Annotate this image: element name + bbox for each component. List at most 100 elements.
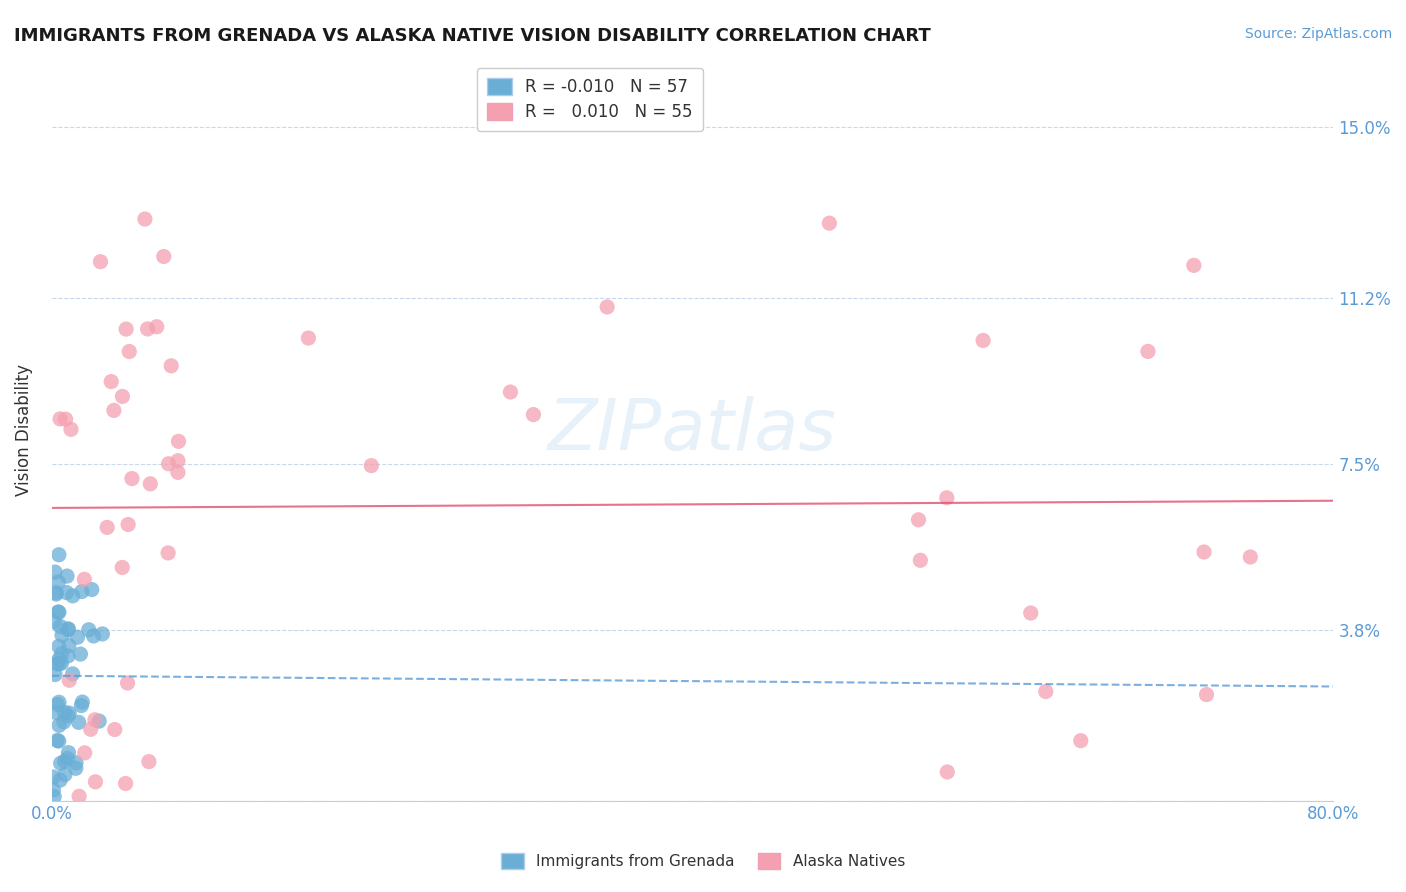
Point xyxy=(117,676,139,690)
Point xyxy=(1339,656,1361,670)
Point xyxy=(80,582,103,597)
Point xyxy=(96,520,118,534)
Point xyxy=(46,605,69,619)
Legend: Immigrants from Grenada, Alaska Natives: Immigrants from Grenada, Alaska Natives xyxy=(495,847,911,875)
Point xyxy=(58,639,80,653)
Point xyxy=(73,746,96,760)
Point xyxy=(936,764,959,779)
Point xyxy=(134,212,156,227)
Point xyxy=(56,708,79,723)
Point xyxy=(1195,688,1218,702)
Point xyxy=(56,648,79,663)
Point xyxy=(42,782,65,797)
Point xyxy=(52,714,75,729)
Point xyxy=(157,457,180,471)
Point xyxy=(89,254,111,268)
Point xyxy=(972,334,994,348)
Point xyxy=(62,666,84,681)
Point xyxy=(45,587,67,601)
Point xyxy=(56,569,79,583)
Point xyxy=(58,746,80,760)
Point xyxy=(44,667,66,681)
Point xyxy=(53,767,76,781)
Point xyxy=(167,454,190,468)
Point xyxy=(297,331,319,345)
Point xyxy=(1136,344,1159,359)
Point xyxy=(53,706,76,720)
Point xyxy=(72,695,94,709)
Point xyxy=(115,322,138,336)
Point xyxy=(138,755,160,769)
Point xyxy=(111,389,134,403)
Point xyxy=(117,517,139,532)
Point xyxy=(65,756,87,770)
Point xyxy=(51,628,73,642)
Point xyxy=(167,434,190,449)
Point xyxy=(65,761,87,775)
Point xyxy=(596,300,619,314)
Point xyxy=(48,695,70,709)
Point xyxy=(1070,733,1092,747)
Point xyxy=(145,319,167,334)
Point xyxy=(44,615,66,629)
Point xyxy=(77,623,100,637)
Text: ZIPatlas: ZIPatlas xyxy=(548,396,837,465)
Point xyxy=(44,565,66,579)
Point xyxy=(499,384,522,399)
Point xyxy=(49,773,72,788)
Point xyxy=(118,344,141,359)
Point xyxy=(48,734,70,748)
Point xyxy=(69,647,91,661)
Point xyxy=(84,774,107,789)
Point xyxy=(42,770,65,784)
Point xyxy=(1239,549,1261,564)
Point xyxy=(157,546,180,560)
Y-axis label: Vision Disability: Vision Disability xyxy=(15,364,32,496)
Point xyxy=(45,585,67,599)
Point xyxy=(56,623,79,637)
Point xyxy=(67,715,90,730)
Point xyxy=(48,652,70,666)
Point xyxy=(56,751,79,765)
Point xyxy=(46,574,69,589)
Point xyxy=(49,756,72,771)
Point xyxy=(45,657,67,671)
Point xyxy=(59,422,82,436)
Point xyxy=(51,656,73,670)
Point xyxy=(522,408,544,422)
Point xyxy=(152,250,174,264)
Point xyxy=(48,657,70,671)
Point xyxy=(907,513,929,527)
Point xyxy=(73,573,96,587)
Point xyxy=(83,713,105,727)
Point xyxy=(1182,258,1205,272)
Point xyxy=(167,466,190,480)
Point xyxy=(49,412,72,426)
Point xyxy=(46,698,69,712)
Point xyxy=(1035,684,1057,698)
Point xyxy=(58,673,80,688)
Point xyxy=(48,605,70,619)
Point xyxy=(1192,545,1215,559)
Point xyxy=(104,723,127,737)
Legend: R = -0.010   N = 57, R =   0.010   N = 55: R = -0.010 N = 57, R = 0.010 N = 55 xyxy=(477,68,703,131)
Text: Source: ZipAtlas.com: Source: ZipAtlas.com xyxy=(1244,27,1392,41)
Point xyxy=(83,629,105,643)
Point xyxy=(70,698,93,713)
Point xyxy=(139,476,162,491)
Point xyxy=(136,322,159,336)
Point xyxy=(45,706,67,720)
Point xyxy=(48,548,70,562)
Point xyxy=(55,412,77,426)
Point xyxy=(103,403,125,417)
Point xyxy=(121,472,143,486)
Point xyxy=(44,789,66,804)
Point xyxy=(114,776,136,790)
Point xyxy=(80,723,103,737)
Point xyxy=(51,647,73,661)
Point xyxy=(48,718,70,732)
Point xyxy=(1019,606,1042,620)
Point xyxy=(910,553,932,567)
Point xyxy=(67,789,90,804)
Point xyxy=(62,589,84,603)
